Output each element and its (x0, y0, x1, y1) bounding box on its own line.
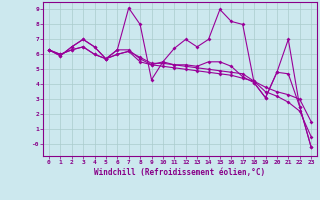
X-axis label: Windchill (Refroidissement éolien,°C): Windchill (Refroidissement éolien,°C) (94, 168, 266, 177)
